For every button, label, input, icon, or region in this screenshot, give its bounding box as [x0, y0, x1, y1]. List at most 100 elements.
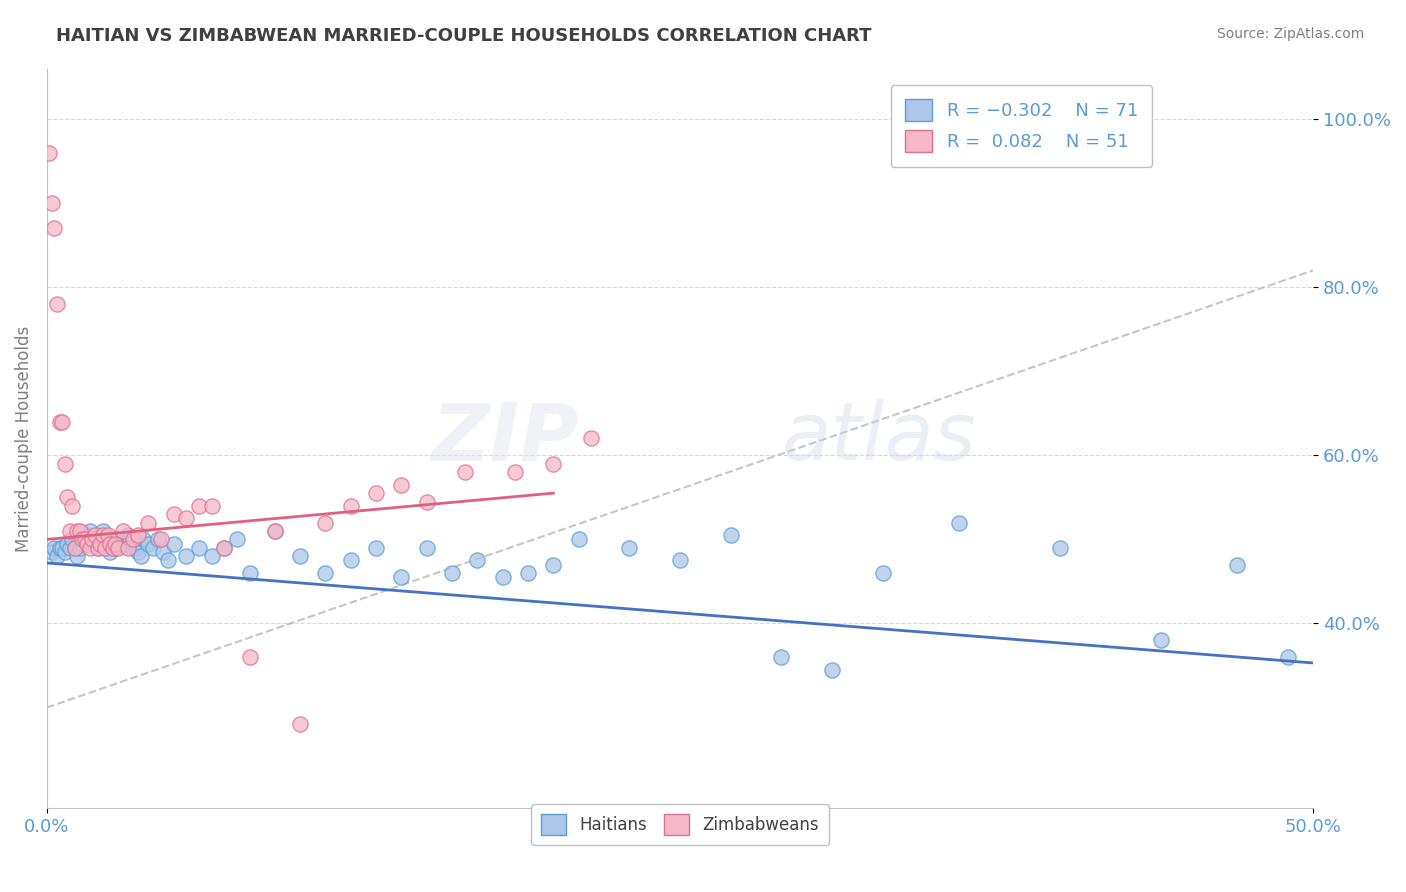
Text: HAITIAN VS ZIMBABWEAN MARRIED-COUPLE HOUSEHOLDS CORRELATION CHART: HAITIAN VS ZIMBABWEAN MARRIED-COUPLE HOU… — [56, 27, 872, 45]
Point — [107, 533, 129, 547]
Point — [73, 528, 96, 542]
Point — [41, 196, 63, 211]
Point — [122, 533, 145, 547]
Point — [56, 491, 79, 505]
Point — [238, 566, 260, 580]
Point — [288, 717, 311, 731]
Point — [200, 549, 222, 564]
Point — [117, 541, 139, 555]
Point — [46, 549, 69, 564]
Point — [51, 541, 73, 555]
Point — [821, 663, 844, 677]
Point — [669, 553, 692, 567]
Point — [111, 524, 134, 538]
Point — [94, 541, 117, 555]
Point — [581, 432, 603, 446]
Point — [60, 499, 83, 513]
Point — [46, 297, 69, 311]
Point — [63, 541, 86, 555]
Point — [86, 541, 108, 555]
Point — [73, 533, 96, 547]
Point — [69, 524, 91, 538]
Point — [225, 533, 247, 547]
Point — [59, 524, 82, 538]
Point — [162, 507, 184, 521]
Point — [63, 541, 86, 555]
Point — [66, 549, 89, 564]
Point — [41, 545, 63, 559]
Point — [97, 536, 120, 550]
Point — [391, 570, 413, 584]
Point — [492, 570, 515, 584]
Point — [127, 528, 149, 542]
Point — [122, 541, 145, 555]
Point — [98, 545, 121, 559]
Point — [416, 541, 439, 555]
Point — [152, 545, 174, 559]
Point — [467, 553, 489, 567]
Point — [98, 536, 121, 550]
Point — [543, 558, 565, 572]
Y-axis label: Married-couple Households: Married-couple Households — [15, 326, 32, 551]
Point — [162, 536, 184, 550]
Point — [948, 516, 970, 530]
Text: atlas: atlas — [782, 400, 976, 477]
Point — [238, 650, 260, 665]
Point — [187, 499, 209, 513]
Point — [82, 533, 104, 547]
Point — [101, 536, 124, 550]
Legend: Haitians, Zimbabweans: Haitians, Zimbabweans — [531, 805, 830, 845]
Point — [94, 541, 117, 555]
Point — [72, 533, 94, 547]
Point — [101, 541, 124, 555]
Point — [263, 524, 285, 538]
Point — [89, 536, 111, 550]
Point — [44, 541, 66, 555]
Point — [1226, 558, 1249, 572]
Point — [568, 533, 591, 547]
Point — [149, 533, 172, 547]
Point — [124, 541, 146, 555]
Point — [111, 536, 134, 550]
Point — [104, 541, 127, 555]
Point — [91, 524, 114, 538]
Point — [107, 541, 129, 555]
Point — [315, 566, 337, 580]
Point — [770, 650, 793, 665]
Point — [82, 536, 104, 550]
Point — [44, 221, 66, 235]
Point — [132, 533, 155, 547]
Point — [174, 511, 197, 525]
Point — [517, 566, 540, 580]
Point — [66, 524, 89, 538]
Point — [1049, 541, 1071, 555]
Point — [72, 536, 94, 550]
Point — [120, 533, 142, 547]
Point — [104, 536, 127, 550]
Point — [391, 477, 413, 491]
Point — [200, 499, 222, 513]
Point — [288, 549, 311, 564]
Point — [127, 545, 149, 559]
Point — [38, 145, 60, 160]
Point — [59, 541, 82, 555]
Point — [136, 516, 159, 530]
Point — [340, 553, 363, 567]
Point — [157, 553, 180, 567]
Point — [872, 566, 894, 580]
Point — [340, 499, 363, 513]
Point — [117, 528, 139, 542]
Point — [97, 528, 120, 542]
Point — [69, 541, 91, 555]
Point — [79, 541, 101, 555]
Point — [315, 516, 337, 530]
Point — [1150, 633, 1173, 648]
Point — [366, 486, 388, 500]
Point — [86, 541, 108, 555]
Text: Source: ZipAtlas.com: Source: ZipAtlas.com — [1216, 27, 1364, 41]
Point — [1277, 650, 1299, 665]
Point — [136, 536, 159, 550]
Point — [76, 536, 98, 550]
Point — [48, 415, 70, 429]
Point — [263, 524, 285, 538]
